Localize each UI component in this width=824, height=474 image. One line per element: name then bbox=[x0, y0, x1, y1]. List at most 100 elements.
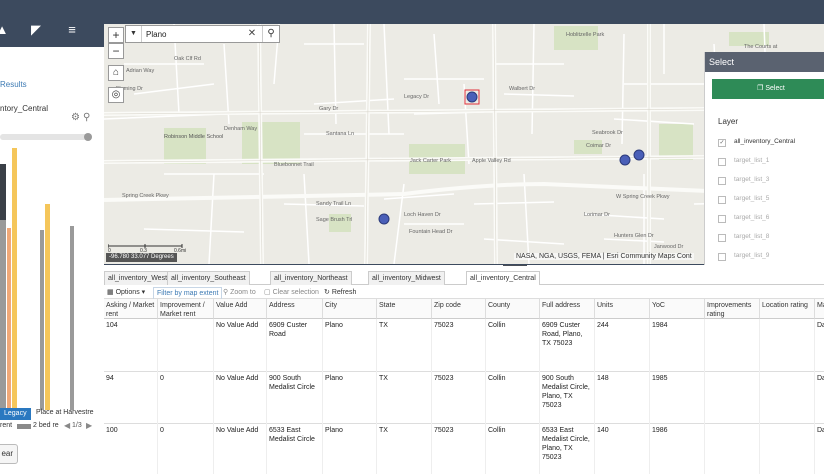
bar-chart bbox=[0, 148, 98, 410]
column-header[interactable]: Asking / Market rent bbox=[104, 299, 158, 319]
table-row[interactable]: 100 0 No Value Add 6533 East Medalist Circl… bbox=[104, 424, 824, 474]
left-toolbar: ▲ ◤ ≡ bbox=[0, 0, 104, 47]
layer-checkbox[interactable] bbox=[718, 177, 726, 185]
chart-icon[interactable]: ◤ bbox=[31, 22, 41, 37]
layers-icon[interactable]: ▲ bbox=[0, 22, 9, 37]
legend-next-icon[interactable]: ▶ bbox=[86, 421, 93, 430]
list-filter-icon[interactable]: ≡ bbox=[68, 22, 76, 37]
scale-label: 0.3 bbox=[140, 248, 147, 254]
search-source-dropdown[interactable]: ▼ bbox=[126, 26, 142, 42]
search-button[interactable]: ⚲ bbox=[262, 26, 279, 42]
layer-checkbox[interactable] bbox=[718, 234, 726, 242]
table-cell: 100 bbox=[104, 424, 158, 474]
select-panel-title: Select bbox=[705, 52, 824, 72]
column-header[interactable]: State bbox=[377, 299, 432, 319]
column-header[interactable]: County bbox=[486, 299, 540, 319]
close-icon[interactable]: ✕ bbox=[247, 28, 257, 39]
tab-all-inventory-central[interactable]: all_inventory_Central bbox=[466, 271, 540, 285]
coordinates-text: -96.780 33.077 Degrees bbox=[109, 254, 174, 260]
map-label: Robinson Middle School bbox=[164, 134, 224, 140]
layer-checkbox[interactable]: ✓ bbox=[718, 139, 726, 147]
grid-icon: ▦ bbox=[107, 289, 114, 296]
map-label: Spring Creek Pkwy bbox=[122, 193, 169, 199]
table-cell: 900 South Medalist Circle bbox=[267, 372, 323, 424]
chart-bar[interactable] bbox=[0, 164, 6, 410]
table-cell: Da bbox=[815, 319, 824, 372]
chart-bar[interactable] bbox=[40, 230, 44, 410]
tab-all-inventory-southeast[interactable]: all_inventory_Southeast bbox=[167, 271, 250, 285]
layer-item-label: all_inventory_Central bbox=[734, 138, 796, 145]
selection-icon: ❐ bbox=[757, 85, 764, 92]
table-cell: Da bbox=[815, 372, 824, 424]
layer-checkbox[interactable] bbox=[718, 253, 726, 261]
legend-item: 2 bed re bbox=[33, 422, 59, 429]
search-input[interactable] bbox=[146, 28, 242, 40]
column-header[interactable]: Location rating bbox=[760, 299, 815, 319]
panel-collapse-handle[interactable]: ▼ bbox=[503, 265, 527, 266]
left-panel: ▲ ◤ ≡ Results ntory_Central ⚙ ⚲ Legacy P… bbox=[0, 0, 104, 474]
column-header[interactable]: City bbox=[323, 299, 377, 319]
zoom-to-label: Zoom to bbox=[230, 289, 256, 296]
tab-all-inventory-west[interactable]: all_inventory_West bbox=[104, 271, 172, 285]
table-row[interactable]: 104 No Value Add 6909 Custer Road Plano TX 75… bbox=[104, 319, 824, 372]
gear-icon[interactable]: ⚙ bbox=[71, 112, 80, 123]
options-menu[interactable]: ▦ Options ▾ bbox=[107, 287, 145, 298]
map-label: Denham Way bbox=[224, 126, 258, 132]
chart-bar[interactable] bbox=[70, 226, 74, 410]
table-cell: TX bbox=[377, 319, 432, 372]
column-header[interactable]: Zip code bbox=[432, 299, 486, 319]
column-header[interactable]: Address bbox=[267, 299, 323, 319]
map-label: Legacy Dr bbox=[404, 94, 430, 100]
zoom-in-button[interactable]: + bbox=[108, 27, 124, 43]
layer-checkbox[interactable] bbox=[718, 196, 726, 204]
table-cell: 75023 bbox=[432, 372, 486, 424]
zoom-out-button[interactable]: − bbox=[108, 43, 124, 59]
chart-side-handle[interactable] bbox=[0, 164, 6, 220]
table-cell: No Value Add bbox=[214, 372, 267, 424]
column-header[interactable]: Value Add bbox=[214, 299, 267, 319]
tab-all-inventory-midwest[interactable]: all_inventory_Midwest bbox=[368, 271, 445, 285]
layer-checkbox[interactable] bbox=[718, 215, 726, 223]
table-row[interactable]: 94 0 No Value Add 900 South Medalist Circle… bbox=[104, 372, 824, 424]
refresh-button[interactable]: ↻ Refresh bbox=[324, 287, 356, 298]
table-cell: 1984 bbox=[650, 319, 705, 372]
map-label: Oak Clf Rd bbox=[174, 56, 201, 62]
chart-scroll-thumb[interactable] bbox=[84, 133, 92, 141]
results-label: Results bbox=[0, 80, 27, 89]
layer-checkbox[interactable] bbox=[718, 158, 726, 166]
legend-item: rent bbox=[0, 422, 13, 429]
home-button[interactable]: ⌂ bbox=[108, 65, 124, 81]
scale-bar-graphic bbox=[108, 244, 183, 248]
table-cell bbox=[158, 319, 214, 372]
options-label: Options bbox=[115, 289, 140, 296]
home-icon: ⌂ bbox=[112, 67, 120, 78]
table-cell: Da bbox=[815, 424, 824, 474]
refresh-label: Refresh bbox=[331, 289, 357, 296]
select-button[interactable]: ❐ Select bbox=[712, 79, 824, 99]
map-label: Walbert Dr bbox=[509, 86, 536, 92]
locate-button[interactable]: ◎ bbox=[108, 87, 124, 103]
map-label: Santana Ln bbox=[326, 131, 355, 137]
column-header[interactable]: Improvements rating bbox=[705, 299, 760, 319]
clear-button[interactable]: ear bbox=[0, 444, 18, 464]
layer-item-label: target_list_9 bbox=[734, 252, 770, 259]
table-cell bbox=[705, 372, 760, 424]
chart-scroll-track[interactable] bbox=[0, 134, 92, 140]
chart-bar[interactable] bbox=[45, 204, 50, 410]
tab-all-inventory-northeast[interactable]: all_inventory_Northeast bbox=[270, 271, 352, 285]
legend-prev-icon[interactable]: ◀ bbox=[64, 421, 71, 430]
table-cell: 148 bbox=[595, 372, 650, 424]
column-header[interactable]: Ma bbox=[815, 299, 824, 319]
column-header[interactable]: YoC bbox=[650, 299, 705, 319]
column-header[interactable]: Full address bbox=[540, 299, 595, 319]
column-header[interactable]: Improvement / Market rent bbox=[158, 299, 214, 319]
chart-bar[interactable] bbox=[12, 148, 17, 410]
map-label: Loch Haven Dr bbox=[404, 212, 441, 218]
map-label: Jack Carter Park bbox=[410, 158, 451, 164]
zoom-to-button[interactable]: ⚲ Zoom to bbox=[223, 287, 256, 298]
zoom-icon[interactable]: ⚲ bbox=[83, 112, 91, 123]
column-header[interactable]: Units bbox=[595, 299, 650, 319]
chart-bar[interactable] bbox=[7, 228, 11, 410]
clear-selection-button[interactable]: ▢ Clear selection bbox=[264, 287, 319, 298]
table-cell: Collin bbox=[486, 319, 540, 372]
